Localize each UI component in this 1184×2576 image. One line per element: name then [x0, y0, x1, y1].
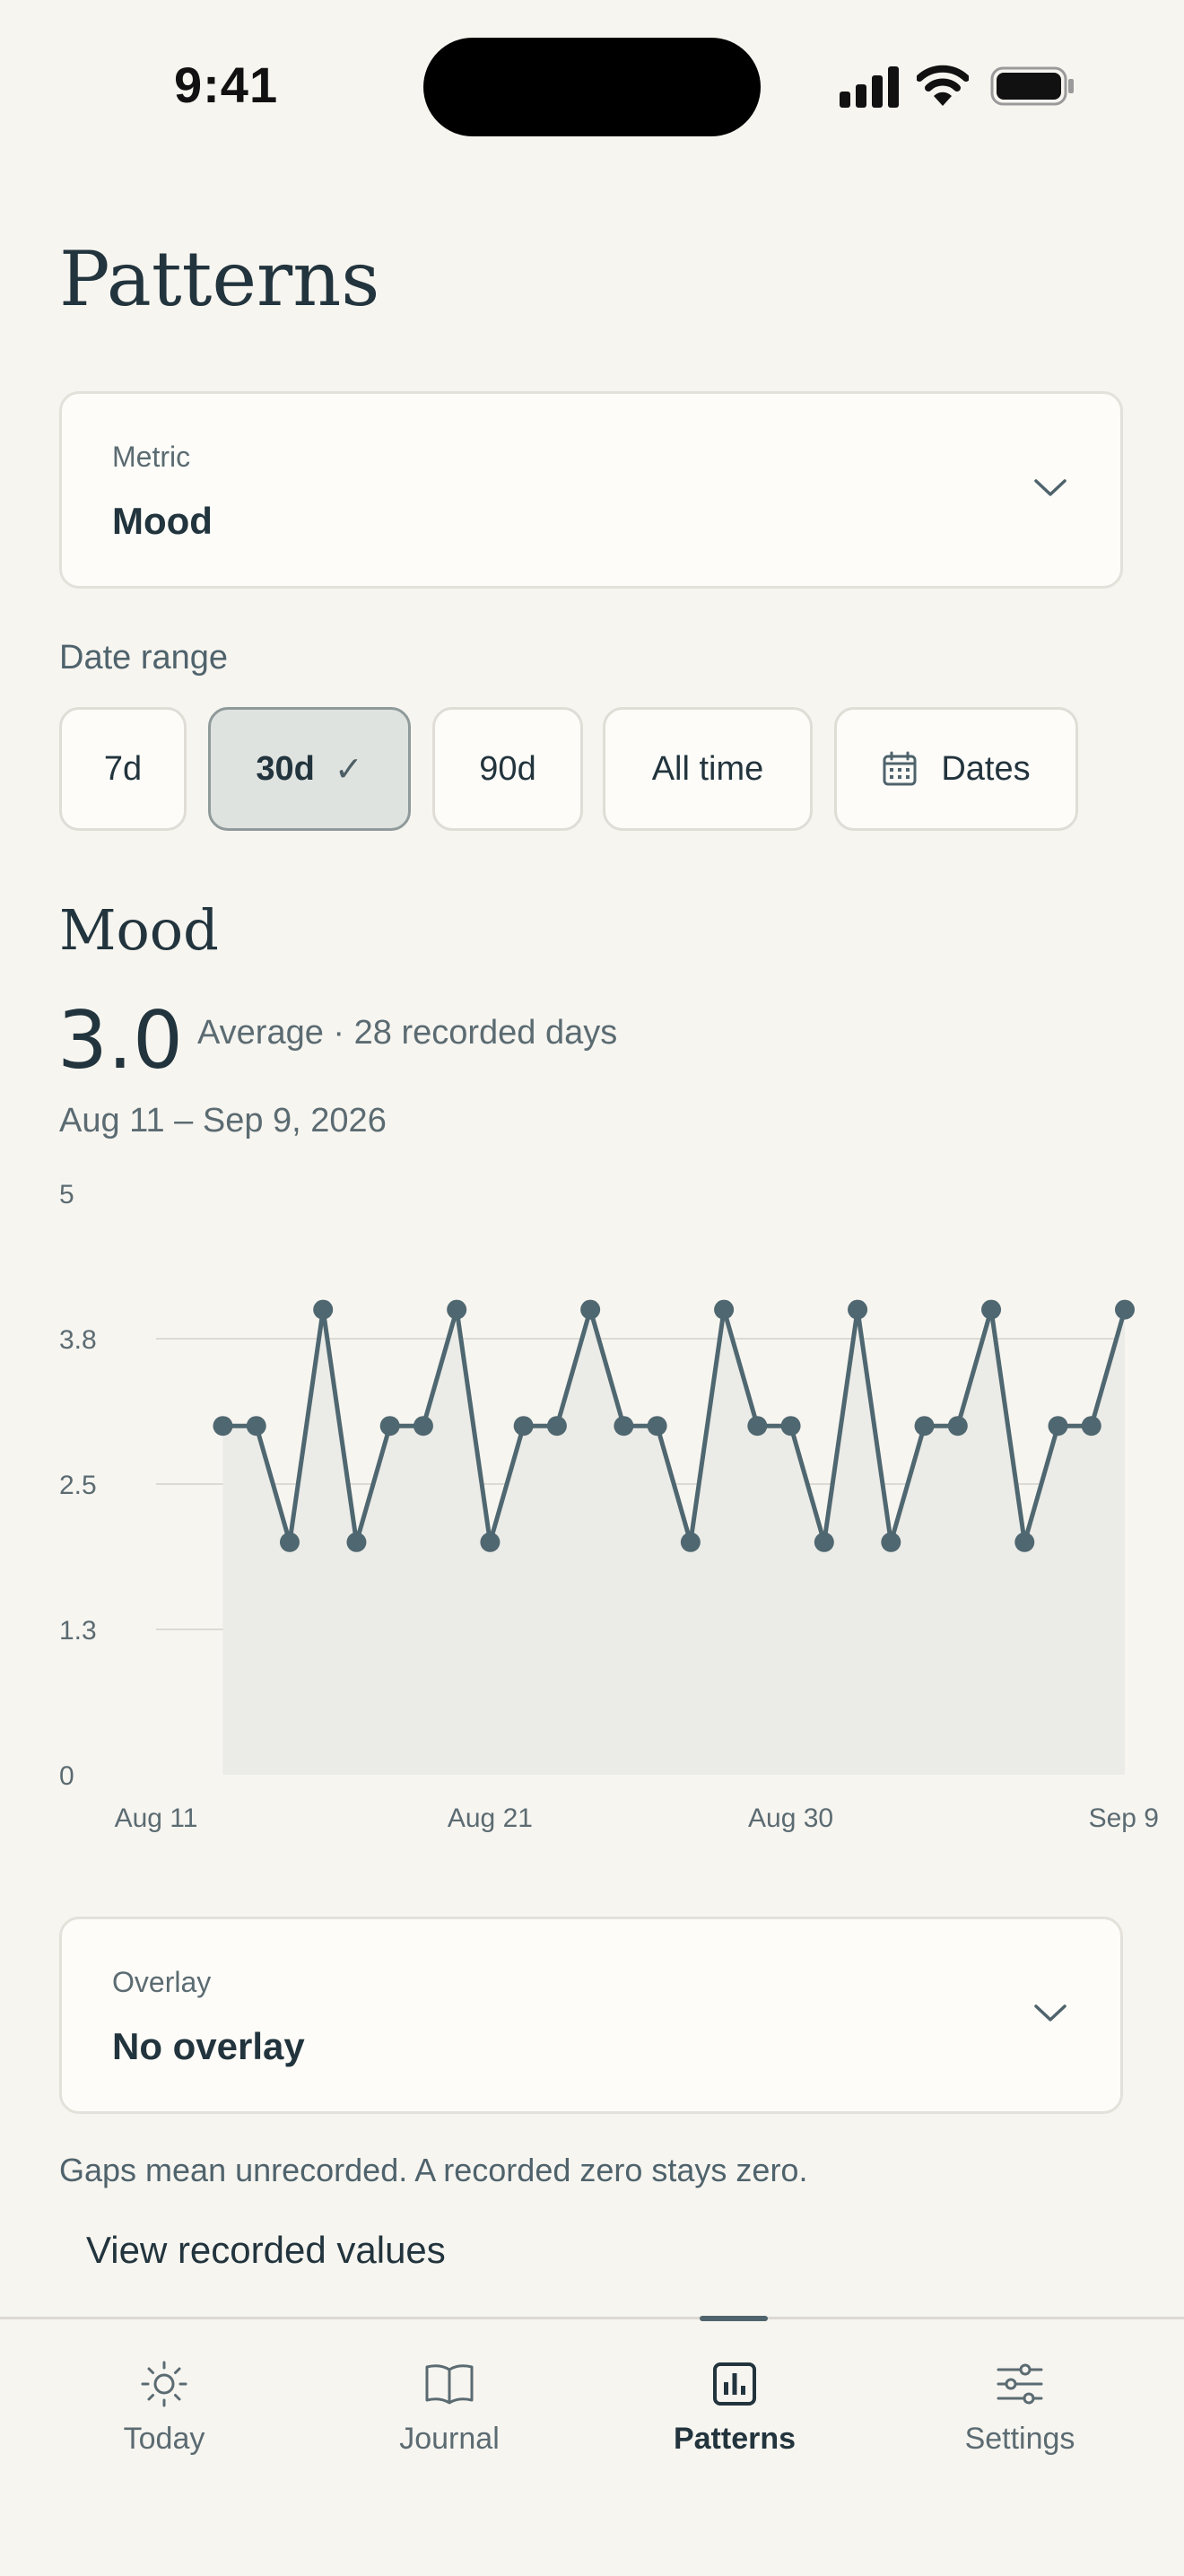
data-point: [1014, 1532, 1035, 1552]
data-point: [513, 1416, 534, 1436]
data-point: [814, 1532, 834, 1552]
sliders-icon: [997, 2363, 1043, 2405]
tab-bar: Today Journal Patterns Settings: [0, 2316, 1184, 2576]
metric-select[interactable]: Metric Mood: [59, 391, 1123, 589]
range-chip-label: All time: [651, 749, 764, 788]
overlay-select-caption: Overlay: [112, 1966, 212, 1998]
range-chip-label: 90d: [479, 749, 536, 788]
tab-label: Today: [123, 2422, 205, 2456]
data-point: [1081, 1416, 1101, 1436]
y-tick-label: 5: [59, 1180, 74, 1209]
view-recorded-values-link[interactable]: View recorded values: [86, 2229, 446, 2271]
series-area: [222, 1309, 1125, 1775]
data-point: [580, 1299, 601, 1320]
data-point: [246, 1416, 266, 1436]
tab-today[interactable]: Today: [16, 2319, 312, 2517]
data-point: [914, 1416, 935, 1436]
check-icon: ✓: [334, 750, 363, 789]
data-point: [213, 1416, 233, 1436]
overlay-select-value: No overlay: [112, 2025, 305, 2067]
data-point: [714, 1299, 735, 1320]
book-icon: [425, 2364, 474, 2405]
y-tick-label: 1.3: [59, 1616, 97, 1646]
data-point: [480, 1532, 501, 1552]
y-tick-label: 0: [59, 1761, 74, 1791]
metric-select-value: Mood: [112, 500, 213, 542]
y-tick-label: 3.8: [59, 1325, 97, 1355]
series-line: [222, 1307, 1127, 1545]
data-point: [1115, 1299, 1135, 1320]
data-point: [780, 1416, 801, 1436]
bar-chart-icon: [713, 2362, 756, 2406]
average-value: 3.0: [57, 994, 183, 1087]
data-point: [680, 1532, 701, 1552]
cellular-signal-icon: [840, 66, 899, 108]
range-chip-all-time[interactable]: All time: [603, 707, 813, 831]
x-tick-label: Aug 21: [448, 1803, 533, 1833]
data-point: [981, 1299, 1002, 1320]
chevron-down-icon: [1034, 479, 1066, 496]
chevron-down-icon: [1034, 2004, 1066, 2022]
tab-label: Journal: [399, 2422, 500, 2456]
data-point: [947, 1416, 968, 1436]
data-point: [379, 1416, 400, 1436]
range-chip-dates[interactable]: Dates: [834, 707, 1078, 831]
active-tab-indicator: [700, 2316, 768, 2321]
chart-title: Mood: [59, 897, 219, 963]
date-range-label: Date range: [59, 639, 229, 677]
data-point: [1048, 1416, 1068, 1436]
range-chip-label: Dates: [941, 749, 1031, 788]
mood-chart: 0 1.3 2.5 3.8 5 Aug 11 Aug 21 Aug 30 Sep 9: [59, 1180, 1159, 1833]
data-point: [346, 1532, 367, 1552]
metric-select-caption: Metric: [112, 441, 191, 473]
range-chip-30d[interactable]: 30d ✓: [208, 707, 411, 831]
tab-label: Patterns: [673, 2422, 797, 2456]
range-chip-label: 30d: [256, 749, 315, 788]
range-chip-7d[interactable]: 7d: [59, 707, 187, 831]
data-point: [848, 1299, 868, 1320]
status-time: 9:41: [174, 57, 279, 113]
tab-journal[interactable]: Journal: [301, 2319, 597, 2517]
page-title: Patterns: [59, 235, 380, 323]
tab-label: Settings: [964, 2422, 1075, 2456]
data-point: [313, 1299, 334, 1320]
data-point: [546, 1416, 567, 1436]
date-range-text: Aug 11 – Sep 9, 2026: [59, 1102, 387, 1140]
sun-icon: [141, 2361, 187, 2407]
data-point: [279, 1532, 300, 1552]
data-point: [614, 1416, 634, 1436]
x-tick-label: Aug 11: [115, 1803, 198, 1833]
tab-patterns[interactable]: Patterns: [587, 2319, 883, 2517]
y-tick-label: 2.5: [59, 1471, 97, 1500]
status-bar: 9:41: [0, 0, 1184, 170]
range-chip-label: 7d: [103, 749, 143, 788]
data-point: [747, 1416, 768, 1436]
x-tick-label: Aug 30: [748, 1803, 833, 1833]
data-point: [447, 1299, 467, 1320]
dynamic-island: [423, 38, 761, 136]
battery-icon: [990, 66, 1074, 106]
data-point: [881, 1532, 901, 1552]
range-chip-90d[interactable]: 90d: [432, 707, 583, 831]
data-point: [413, 1416, 433, 1436]
data-point: [647, 1416, 667, 1436]
overlay-select[interactable]: Overlay No overlay: [59, 1917, 1123, 2114]
gaps-note: Gaps mean unrecorded. A recorded zero st…: [59, 2152, 808, 2188]
wifi-icon: [917, 65, 969, 106]
average-caption: Average · 28 recorded days: [197, 1014, 618, 1052]
calendar-icon: [883, 751, 917, 786]
tab-settings[interactable]: Settings: [872, 2319, 1168, 2517]
x-tick-label: Sep 9: [1089, 1803, 1159, 1833]
